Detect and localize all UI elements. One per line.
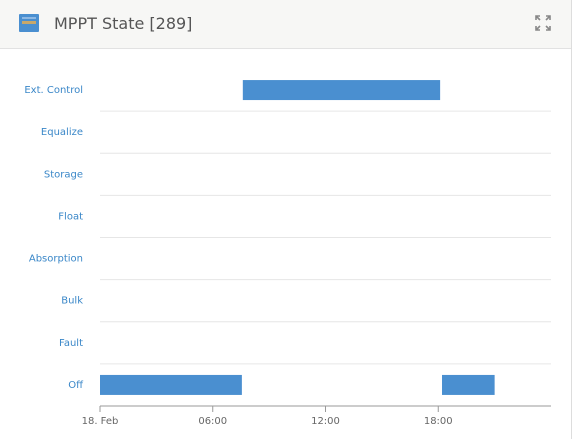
- widget-icon: [19, 14, 39, 32]
- expand-button[interactable]: [534, 14, 552, 32]
- widget-title: MPPT State [289]: [54, 14, 193, 33]
- x-tick-label: 12:00: [311, 416, 340, 427]
- y-category-label: Fault: [59, 338, 83, 349]
- x-tick-label: 18:00: [424, 416, 453, 427]
- x-tick-label: 06:00: [198, 416, 227, 427]
- y-category-label: Absorption: [29, 254, 83, 265]
- widget-header: MPPT State [289]: [0, 0, 571, 49]
- y-category-label: Equalize: [41, 127, 83, 138]
- state-bar: [242, 80, 441, 101]
- y-category-label: Float: [58, 211, 83, 222]
- y-category-label: Ext. Control: [24, 85, 83, 96]
- state-bar: [442, 374, 495, 395]
- y-category-label: Off: [68, 380, 84, 391]
- y-category-label: Storage: [44, 169, 83, 180]
- y-category-label: Bulk: [61, 296, 83, 307]
- state-bar: [100, 374, 242, 395]
- x-tick-label: 18. Feb: [82, 416, 119, 427]
